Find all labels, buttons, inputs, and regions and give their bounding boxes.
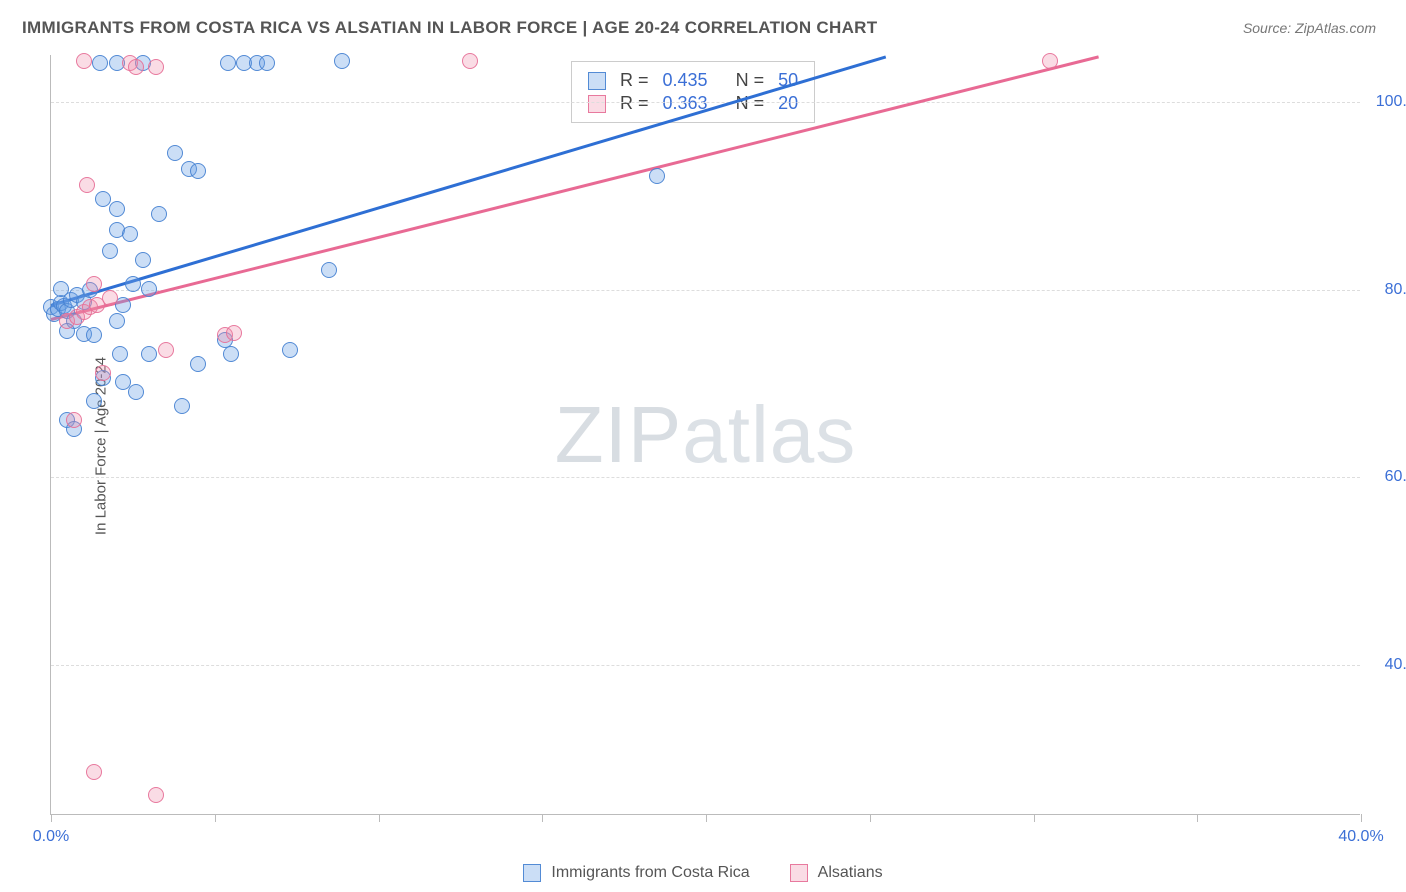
y-tick-label: 60.0% xyxy=(1370,468,1406,486)
gridline xyxy=(51,477,1360,478)
data-point xyxy=(282,342,298,358)
watermark: ZIPatlas xyxy=(555,389,856,481)
data-point xyxy=(86,327,102,343)
gridline xyxy=(51,665,1360,666)
data-point xyxy=(79,177,95,193)
n-label: N = xyxy=(736,70,765,91)
gridline xyxy=(51,290,1360,291)
x-tick-mark xyxy=(51,814,52,822)
legend-label: Immigrants from Costa Rica xyxy=(551,864,749,882)
chart-legend: Immigrants from Costa Rica Alsatians xyxy=(0,864,1406,882)
data-point xyxy=(102,243,118,259)
watermark-zip: ZIP xyxy=(555,390,682,479)
x-tick-mark xyxy=(542,814,543,822)
data-point xyxy=(95,191,111,207)
data-point xyxy=(190,163,206,179)
x-tick-mark xyxy=(1034,814,1035,822)
r-label: R = xyxy=(620,93,649,114)
legend-swatch xyxy=(588,95,606,113)
data-point xyxy=(321,262,337,278)
data-point xyxy=(76,53,92,69)
legend-item: Immigrants from Costa Rica xyxy=(523,864,749,882)
legend-label: Alsatians xyxy=(818,864,883,882)
data-point xyxy=(86,393,102,409)
watermark-atlas: atlas xyxy=(682,390,856,479)
x-tick-label: 40.0% xyxy=(1338,828,1383,846)
data-point xyxy=(135,252,151,268)
data-point xyxy=(148,787,164,803)
data-point xyxy=(141,346,157,362)
legend-swatch xyxy=(790,864,808,882)
data-point xyxy=(141,281,157,297)
x-tick-mark xyxy=(1197,814,1198,822)
x-tick-mark xyxy=(215,814,216,822)
y-tick-label: 40.0% xyxy=(1370,656,1406,674)
n-value: 20 xyxy=(778,93,798,114)
x-tick-mark xyxy=(379,814,380,822)
data-point xyxy=(92,55,108,71)
data-point xyxy=(95,365,111,381)
data-point xyxy=(226,325,242,341)
r-label: R = xyxy=(620,70,649,91)
data-point xyxy=(649,168,665,184)
stats-row: R =0.435N =50 xyxy=(588,70,798,91)
stats-row: R =0.363N =20 xyxy=(588,93,798,114)
data-point xyxy=(112,346,128,362)
data-point xyxy=(223,346,239,362)
data-point xyxy=(158,342,174,358)
x-tick-mark xyxy=(706,814,707,822)
data-point xyxy=(86,764,102,780)
chart-title: IMMIGRANTS FROM COSTA RICA VS ALSATIAN I… xyxy=(22,18,877,38)
legend-swatch xyxy=(523,864,541,882)
data-point xyxy=(334,53,350,69)
data-point xyxy=(167,145,183,161)
x-tick-label: 0.0% xyxy=(33,828,69,846)
data-point xyxy=(259,55,275,71)
data-point xyxy=(109,201,125,217)
data-point xyxy=(128,384,144,400)
data-point xyxy=(1042,53,1058,69)
legend-item: Alsatians xyxy=(790,864,883,882)
data-point xyxy=(190,356,206,372)
source-attribution: Source: ZipAtlas.com xyxy=(1243,20,1376,36)
data-point xyxy=(220,55,236,71)
y-tick-label: 80.0% xyxy=(1370,281,1406,299)
x-tick-mark xyxy=(870,814,871,822)
data-point xyxy=(86,276,102,292)
y-tick-label: 100.0% xyxy=(1370,93,1406,111)
data-point xyxy=(102,290,118,306)
r-value: 0.435 xyxy=(663,70,708,91)
data-point xyxy=(148,59,164,75)
data-point xyxy=(462,53,478,69)
x-tick-mark xyxy=(1361,814,1362,822)
gridline xyxy=(51,102,1360,103)
data-point xyxy=(128,59,144,75)
data-point xyxy=(122,226,138,242)
scatter-plot-area: ZIPatlas R =0.435N =50R =0.363N =20 40.0… xyxy=(50,55,1360,815)
legend-swatch xyxy=(588,72,606,90)
data-point xyxy=(151,206,167,222)
data-point xyxy=(125,276,141,292)
regression-line xyxy=(51,55,887,307)
data-point xyxy=(53,281,69,297)
data-point xyxy=(174,398,190,414)
data-point xyxy=(109,313,125,329)
data-point xyxy=(66,412,82,428)
